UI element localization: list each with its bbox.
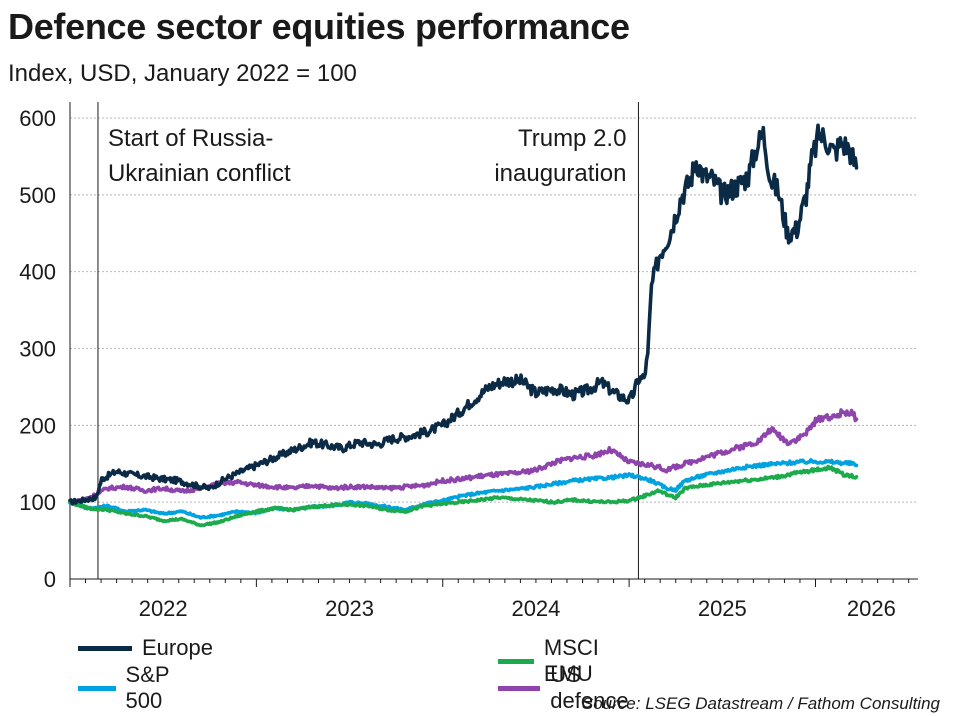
y-tick-label: 500 <box>19 183 56 208</box>
event-annotation-text: Trump 2.0 <box>518 125 626 152</box>
series-line-europe <box>68 123 859 506</box>
source-note: Source: LSEG Datastream / Fathom Consult… <box>581 694 940 713</box>
x-tick-label: 2022 <box>139 596 188 621</box>
chart-title: Defence sector equities performance <box>8 6 630 47</box>
legend-swatch-us-defence <box>498 685 541 691</box>
event-annotation-text: Start of Russia- <box>108 125 273 152</box>
y-tick-label: 300 <box>19 337 56 362</box>
legend-label-us-defence: US defence <box>550 662 629 713</box>
y-tick-label: 200 <box>19 413 56 438</box>
event-annotation-text: Ukrainian conflict <box>108 160 291 187</box>
series-line-us-defence <box>68 408 859 505</box>
legend-item-sp500: S&P 500 <box>78 662 186 714</box>
legend-label-europe: Europe <box>142 635 213 660</box>
chart-subtitle: Index, USD, January 2022 = 100 <box>8 60 357 87</box>
y-tick-label: 400 <box>19 260 56 285</box>
y-tick-label: 0 <box>44 567 56 592</box>
series-line-s-p-500 <box>68 458 859 520</box>
legend-item-europe: Europe <box>78 635 213 661</box>
x-tick-label: 2026 <box>847 596 896 621</box>
legend-label-msci-emu: MSCI EMU <box>543 635 599 686</box>
event-annotation-text: inauguration <box>494 160 626 187</box>
legend-swatch-msci-emu <box>498 658 534 664</box>
x-tick-label: 2023 <box>325 596 374 621</box>
series-line-msci-emu <box>68 464 859 528</box>
y-tick-label: 600 <box>19 106 56 131</box>
legend-swatch-sp500 <box>78 685 116 691</box>
legend-item-us-defence: US defence <box>498 662 640 714</box>
y-tick-label: 100 <box>19 490 56 515</box>
x-tick-label: 2024 <box>511 596 560 621</box>
legend-item-msci-emu: MSCI EMU <box>498 635 617 687</box>
legend-label-sp500: S&P 500 <box>125 662 170 713</box>
x-tick-label: 2025 <box>698 596 747 621</box>
legend-swatch-europe <box>78 645 132 651</box>
